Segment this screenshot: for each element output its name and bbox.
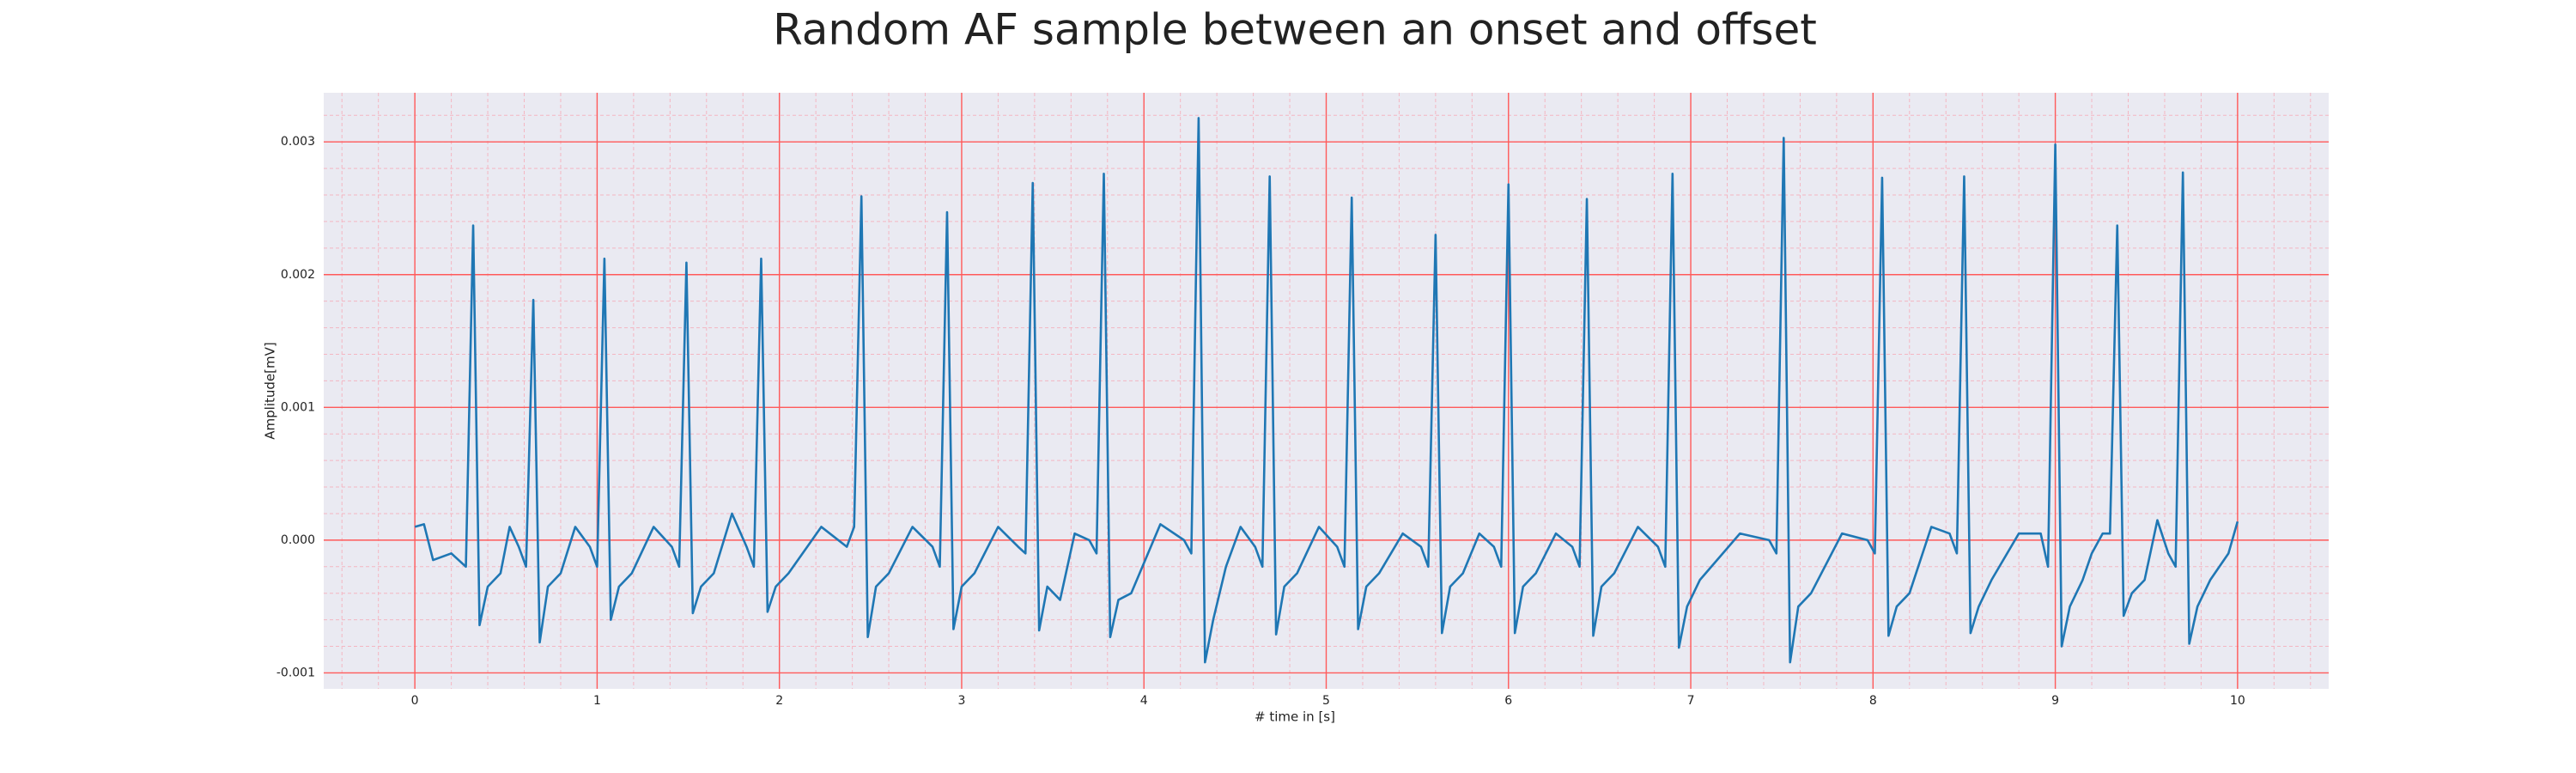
chart-title: Random AF sample between an onset and of… [773, 5, 1817, 55]
x-tick-label: 10 [2230, 694, 2245, 708]
x-axis-label: # time in [s] [1255, 709, 1335, 725]
x-tick-label: 8 [1869, 694, 1877, 708]
y-axis-label: Amplitude[mV] [263, 342, 278, 439]
x-tick-label: 5 [1322, 694, 1330, 708]
y-tick-label: 0.000 [281, 533, 315, 547]
x-tick-label: 2 [775, 694, 783, 708]
x-tick-label: 3 [957, 694, 965, 708]
x-tick-label: 4 [1140, 694, 1148, 708]
signal-line [414, 117, 2239, 664]
y-tick-label: 0.001 [281, 400, 315, 414]
x-tick-label: 0 [411, 694, 419, 708]
y-tick-label: -0.001 [276, 666, 315, 679]
x-tick-label: 7 [1687, 694, 1695, 708]
y-tick-label: 0.002 [281, 268, 315, 282]
x-tick-label: 6 [1504, 694, 1512, 708]
x-tick-label: 9 [2051, 694, 2059, 708]
y-tick-label: 0.003 [281, 135, 315, 149]
x-tick-label: 1 [593, 694, 601, 708]
